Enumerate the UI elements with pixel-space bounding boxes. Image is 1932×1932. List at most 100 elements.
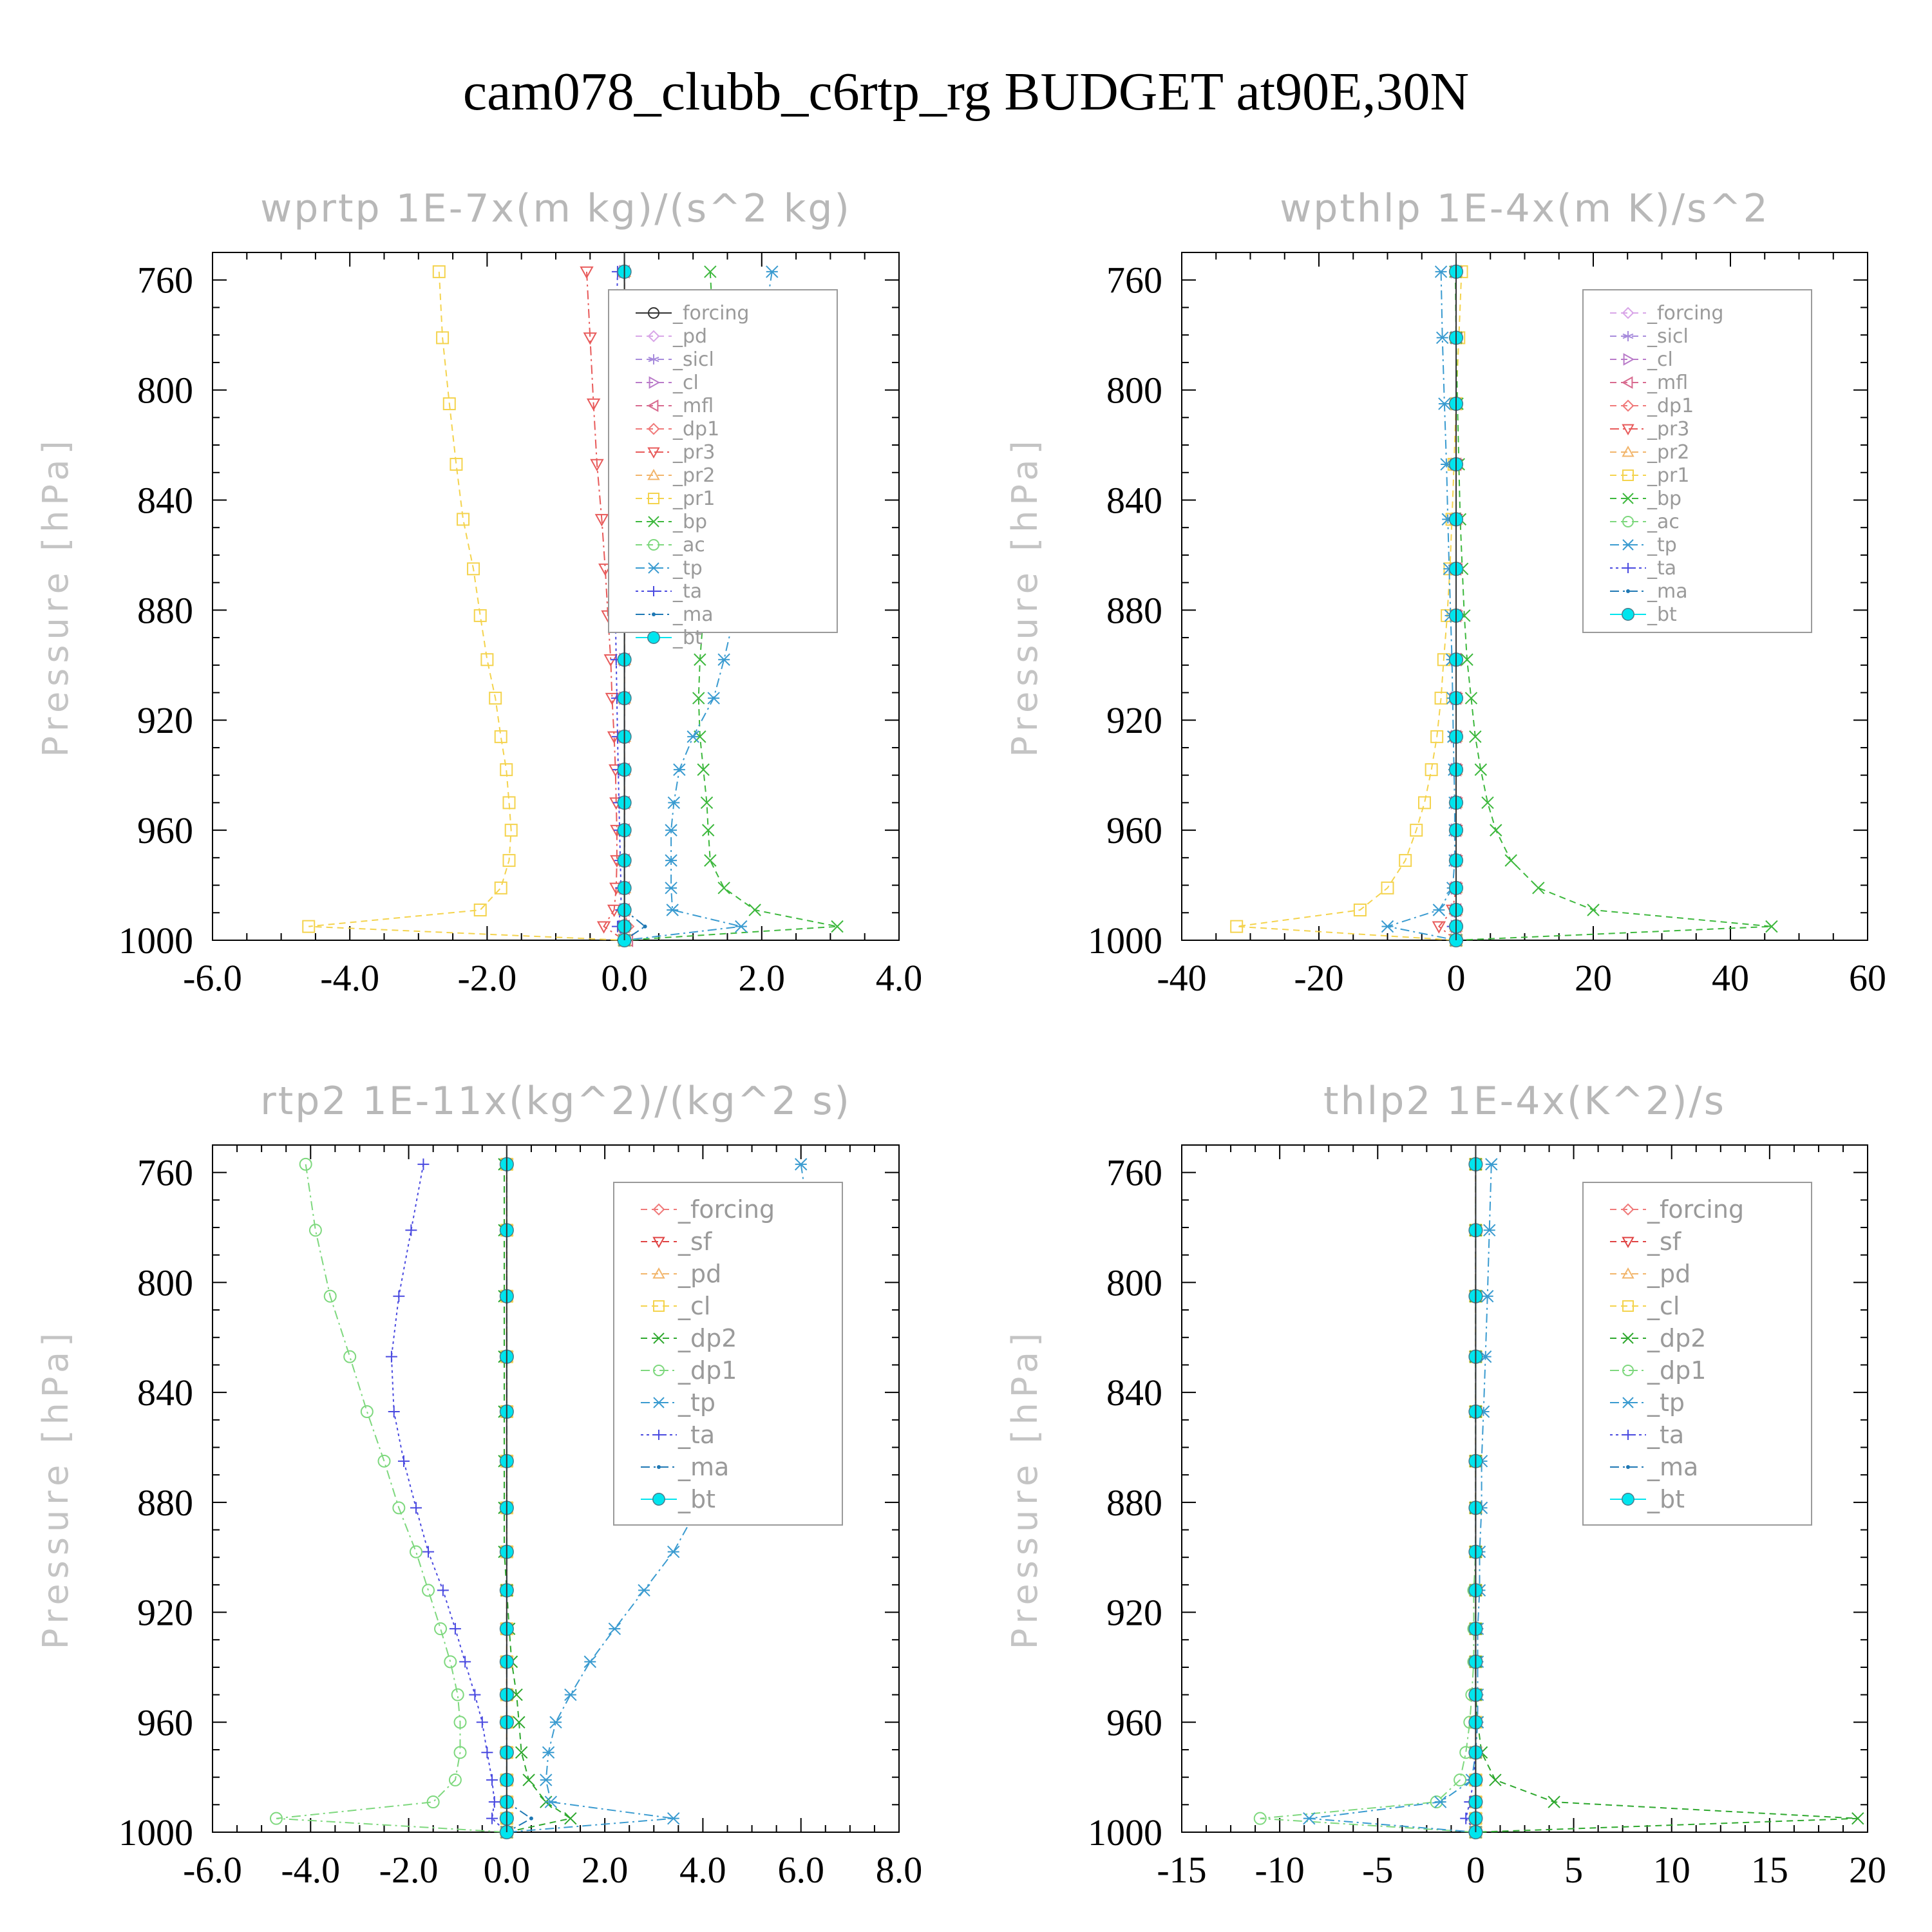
point_pr1 (432, 265, 446, 278)
point_dp1 (444, 1655, 457, 1669)
x-tick-label: 4.0 (679, 1849, 726, 1891)
point_pr1 (467, 562, 480, 576)
point_tp (1432, 904, 1446, 916)
point_pr1 (473, 609, 487, 622)
point_dp2 (1489, 1774, 1502, 1786)
point_dp1 (392, 1501, 406, 1515)
point_pr1 (1434, 692, 1448, 705)
legend-label: _ma (677, 1453, 729, 1481)
point_pr1 (473, 904, 487, 917)
legend-label: _ma (1647, 580, 1688, 603)
legend-label: _bt (677, 1485, 715, 1513)
x-tick-label: 2.0 (739, 957, 786, 999)
point_bp (1464, 692, 1478, 705)
panel-title: rtp2 1E-11x(kg^2)/(kg^2 s) (260, 1079, 851, 1124)
y-tick-label: 840 (137, 479, 193, 521)
legend-label: _pr3 (1647, 418, 1689, 440)
legend-label: _tp (1647, 1388, 1685, 1417)
legend-marker_sf (652, 1236, 665, 1249)
legend-marker_dp1 (1622, 1365, 1634, 1376)
legend-marker_sf (1622, 1236, 1634, 1249)
point_ma (643, 924, 647, 929)
point_bp (692, 692, 705, 705)
point_pr1 (442, 397, 456, 410)
y-tick-label: 1000 (1088, 1812, 1162, 1853)
point_bp (1474, 763, 1488, 776)
series-line_ta (390, 1164, 507, 1833)
legend-label: _pr2 (1647, 441, 1689, 464)
legend-label: _pd (1647, 1260, 1690, 1288)
point_dp1 (308, 1224, 322, 1237)
series-line_dp1 (1260, 1164, 1477, 1833)
x-tick-label: 20 (1575, 957, 1612, 999)
y-axis-label: Pressure [hPa] (35, 1328, 76, 1649)
point_dp1 (269, 1812, 283, 1825)
legend-label: _pd (677, 1260, 721, 1288)
point_tp (1303, 1812, 1316, 1825)
x-tick-label: 20 (1849, 1849, 1886, 1891)
series-line_tp (1385, 271, 1457, 941)
legend-box (1582, 289, 1812, 633)
point_ta (388, 1406, 400, 1417)
series-line_ta (1465, 1164, 1477, 1833)
legend-marker_tp (1622, 1397, 1634, 1408)
point_tp (665, 824, 677, 837)
legend-label: _bp (1647, 488, 1681, 510)
legend-label: _tp (672, 557, 703, 580)
legend-marker_bp (1622, 493, 1634, 504)
point_tp (542, 1746, 555, 1759)
legend-label: _dp2 (1647, 1324, 1706, 1352)
point_tp (1381, 920, 1394, 933)
legend-marker_bt (647, 631, 660, 644)
point_tp (1434, 265, 1448, 278)
legend-marker_pr2 (1622, 445, 1634, 457)
legend-label: _cl (672, 372, 699, 394)
point_pr1 (494, 881, 507, 895)
series-line_pr1 (308, 271, 625, 941)
point_bp (1461, 653, 1473, 666)
point_ta (488, 1796, 500, 1808)
y-tick-label: 960 (1106, 810, 1162, 851)
legend-label: _mfl (1647, 372, 1688, 394)
point_pr1 (436, 331, 450, 345)
point_bp (1765, 920, 1778, 933)
legend-marker_dp1 (653, 1365, 665, 1376)
point_pr1 (457, 513, 470, 526)
legend: _forcing_pd_sicl_cl_mfl_dp1_pr3_pr2_pr1_… (608, 289, 838, 649)
legend-label: _pr1 (1647, 464, 1689, 487)
series-line_pr3 (586, 271, 625, 941)
point_pr1 (494, 730, 507, 743)
point_dp2 (564, 1812, 577, 1825)
legend-marker_bt (652, 1493, 665, 1506)
legend-box (613, 1182, 843, 1526)
point_dp1 (1253, 1812, 1267, 1825)
legend-marker_dp2 (653, 1332, 665, 1344)
legend-marker_forcing (652, 1203, 665, 1216)
point_pr1 (1353, 904, 1367, 917)
legend-marker_cl (649, 376, 661, 389)
y-tick-label: 880 (137, 589, 193, 631)
legend-marker_ma (652, 612, 656, 616)
x-tick-label: 0 (1466, 1849, 1485, 1891)
legend-marker_tp (648, 562, 659, 574)
x-tick-label: -4.0 (320, 957, 379, 999)
x-tick-label: 10 (1653, 1849, 1690, 1891)
legend: _forcing _sf _pd _cl _dp2 _dp1 _tp _ta _ma _bt (1582, 1182, 1812, 1526)
point_tp (673, 763, 686, 776)
point_bp (700, 796, 714, 810)
x-tick-label: -15 (1157, 1849, 1206, 1891)
y-tick-label: 960 (1106, 1701, 1162, 1743)
legend-label: _ta (1647, 1421, 1684, 1449)
point_pr1 (1230, 920, 1244, 933)
point_dp2 (522, 1774, 535, 1786)
point_tp (608, 1622, 621, 1635)
x-tick-label: -6.0 (183, 1849, 242, 1891)
point_tp (1485, 1158, 1498, 1171)
legend-marker_bp (648, 516, 659, 527)
point_ta (437, 1584, 449, 1596)
y-tick-label: 880 (1106, 589, 1162, 631)
series-line_dp2 (1475, 1164, 1858, 1833)
point_tp (795, 1158, 808, 1171)
point_pr3 (1432, 921, 1446, 934)
legend-marker_cl (1622, 1300, 1634, 1312)
